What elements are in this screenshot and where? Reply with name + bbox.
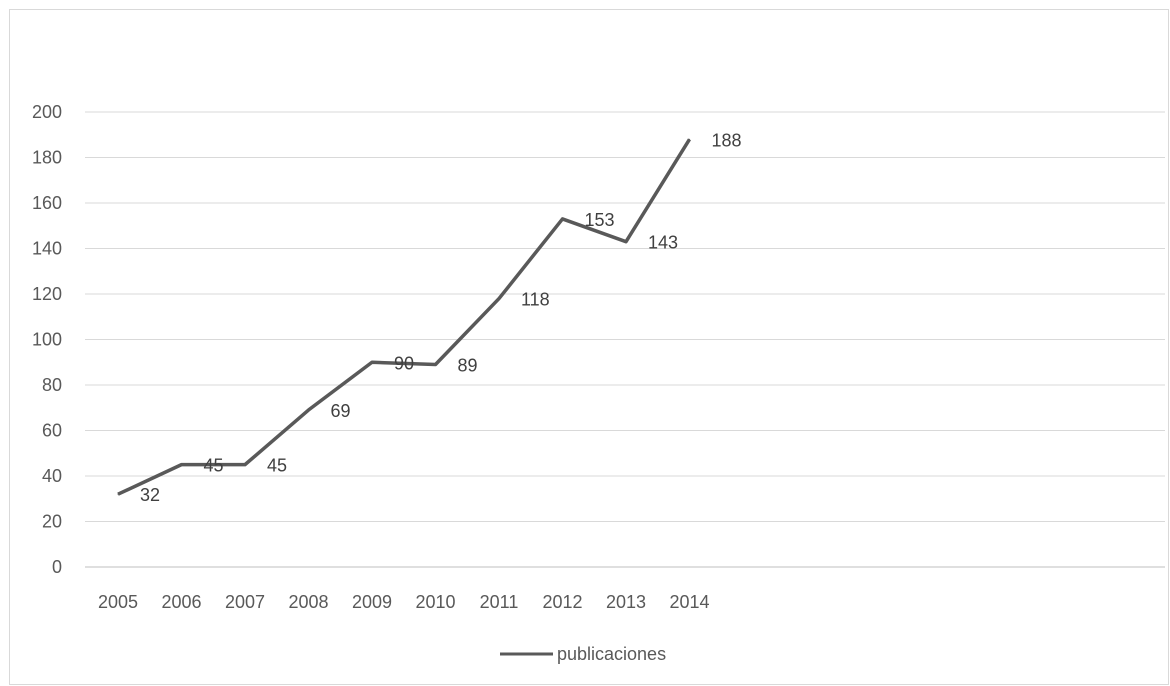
y-tick-label: 200 — [32, 102, 62, 122]
y-tick-label: 160 — [32, 193, 62, 213]
x-tick-label: 2008 — [288, 592, 328, 612]
data-point — [435, 364, 436, 366]
x-tick-label: 2009 — [352, 592, 392, 612]
data-point — [244, 464, 246, 466]
data-point — [498, 298, 500, 300]
legend: publicaciones — [500, 644, 666, 664]
y-axis-ticks: 0 20 40 60 80 100 120 140 160 180 200 — [32, 102, 62, 577]
y-tick-label: 60 — [42, 421, 62, 441]
data-label: 153 — [585, 210, 615, 230]
x-tick-label: 2013 — [606, 592, 646, 612]
y-tick-label: 0 — [52, 557, 62, 577]
x-tick-label: 2011 — [480, 592, 519, 612]
data-point — [181, 464, 182, 466]
y-tick-label: 20 — [42, 512, 62, 532]
data-label: 143 — [648, 233, 678, 253]
chart-frame — [9, 9, 1169, 685]
data-point — [371, 361, 373, 363]
data-point — [308, 409, 309, 411]
x-axis-ticks: 2005 2006 2007 2008 2009 2010 2011 2012 2013 2014 — [98, 592, 710, 612]
y-tick-label: 120 — [32, 284, 62, 304]
series-publicaciones — [117, 138, 691, 496]
data-label: 45 — [267, 456, 287, 476]
data-label: 45 — [204, 456, 224, 476]
data-label: 90 — [394, 353, 414, 373]
x-tick-label: 2012 — [542, 592, 582, 612]
data-point — [625, 241, 627, 243]
series-line-publicaciones — [117, 138, 691, 496]
y-tick-label: 140 — [32, 239, 62, 259]
x-tick-label: 2006 — [161, 592, 201, 612]
x-tick-label: 2010 — [415, 592, 455, 612]
data-label: 188 — [712, 130, 742, 150]
data-label: 118 — [521, 290, 550, 310]
data-label: 69 — [331, 401, 351, 421]
x-tick-label: 2005 — [98, 592, 138, 612]
data-point — [689, 138, 690, 140]
legend-label-publicaciones: publicaciones — [557, 644, 666, 664]
data-label: 89 — [458, 356, 478, 376]
y-tick-label: 80 — [42, 375, 62, 395]
x-tick-label: 2007 — [225, 592, 265, 612]
y-tick-label: 180 — [32, 148, 62, 168]
y-tick-label: 40 — [42, 466, 62, 486]
data-point — [562, 218, 563, 220]
data-point — [117, 493, 119, 495]
data-label: 32 — [140, 485, 160, 505]
x-tick-label: 2014 — [669, 592, 709, 612]
gridlines — [85, 111, 1165, 522]
data-labels: 32 45 45 69 90 89 118 153 143 188 — [140, 130, 742, 505]
y-tick-label: 100 — [32, 330, 62, 350]
